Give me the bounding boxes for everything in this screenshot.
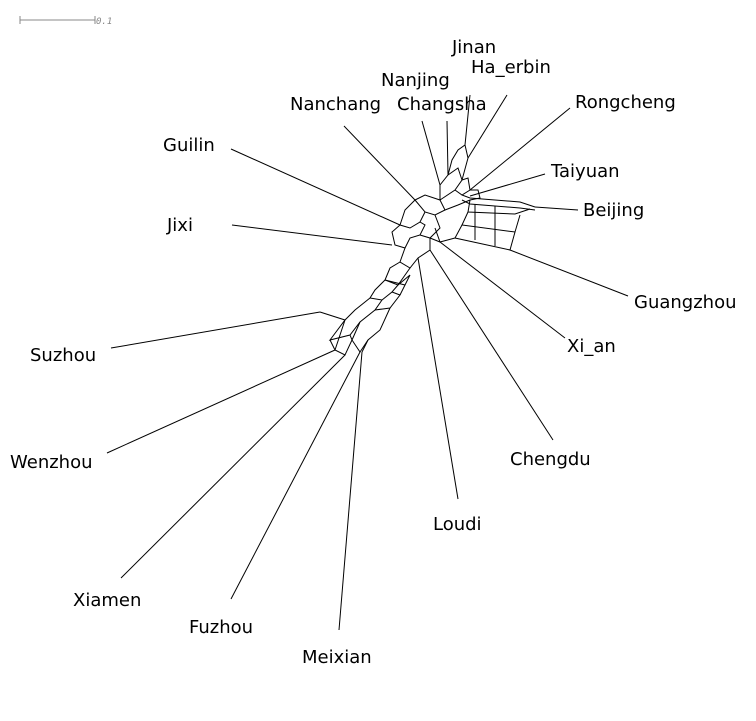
taxon-labels: Jinan Ha_erbin Nanjing Changsha Nanchang… (10, 37, 737, 668)
label-ha-erbin: Ha_erbin (471, 57, 551, 78)
edge-nanchang (343, 125, 416, 201)
label-rongcheng: Rongcheng (575, 92, 676, 113)
scale-bar: 0.1 (19, 16, 112, 27)
edge-meixian (338, 351, 363, 631)
edge-beijing (534, 206, 579, 211)
label-fuzhou: Fuzhou (189, 617, 253, 638)
label-wenzhou: Wenzhou (10, 452, 93, 473)
label-suzhou: Suzhou (30, 345, 96, 366)
edge-jixi (231, 224, 393, 246)
edge-changsha (421, 120, 441, 186)
label-guangzhou: Guangzhou (634, 292, 737, 313)
label-beijing: Beijing (583, 200, 644, 221)
label-chengdu: Chengdu (510, 449, 591, 470)
edge-suzhou (110, 311, 321, 349)
edge-ha-erbin (467, 94, 508, 159)
label-jinan: Jinan (451, 37, 496, 58)
label-changsha: Changsha (397, 94, 487, 115)
edge-guilin (230, 148, 401, 226)
edge-xiamen (120, 354, 346, 579)
edge-taiyuan (469, 173, 546, 197)
network-core (319, 144, 536, 356)
scale-bar-label: 0.1 (96, 17, 112, 27)
edge-fuzhou (230, 351, 361, 600)
edge-jinan (464, 94, 471, 146)
label-guilin: Guilin (163, 135, 215, 156)
edge-nanjing (446, 120, 449, 176)
label-xiamen: Xiamen (73, 590, 141, 611)
label-meixian: Meixian (302, 647, 372, 668)
edge-rongcheng (469, 107, 571, 191)
edge-guangzhou (509, 249, 629, 297)
edge-loudi (417, 257, 459, 500)
label-xi-an: Xi_an (567, 336, 616, 357)
edge-chengdu (429, 249, 554, 441)
label-taiyuan: Taiyuan (550, 161, 620, 182)
label-nanjing: Nanjing (381, 70, 450, 91)
edge-xi-an (439, 241, 566, 339)
label-loudi: Loudi (433, 514, 482, 535)
label-nanchang: Nanchang (290, 94, 381, 115)
edge-wenzhou (106, 349, 336, 454)
label-jixi: Jixi (166, 215, 193, 236)
pendant-edges (106, 94, 629, 631)
